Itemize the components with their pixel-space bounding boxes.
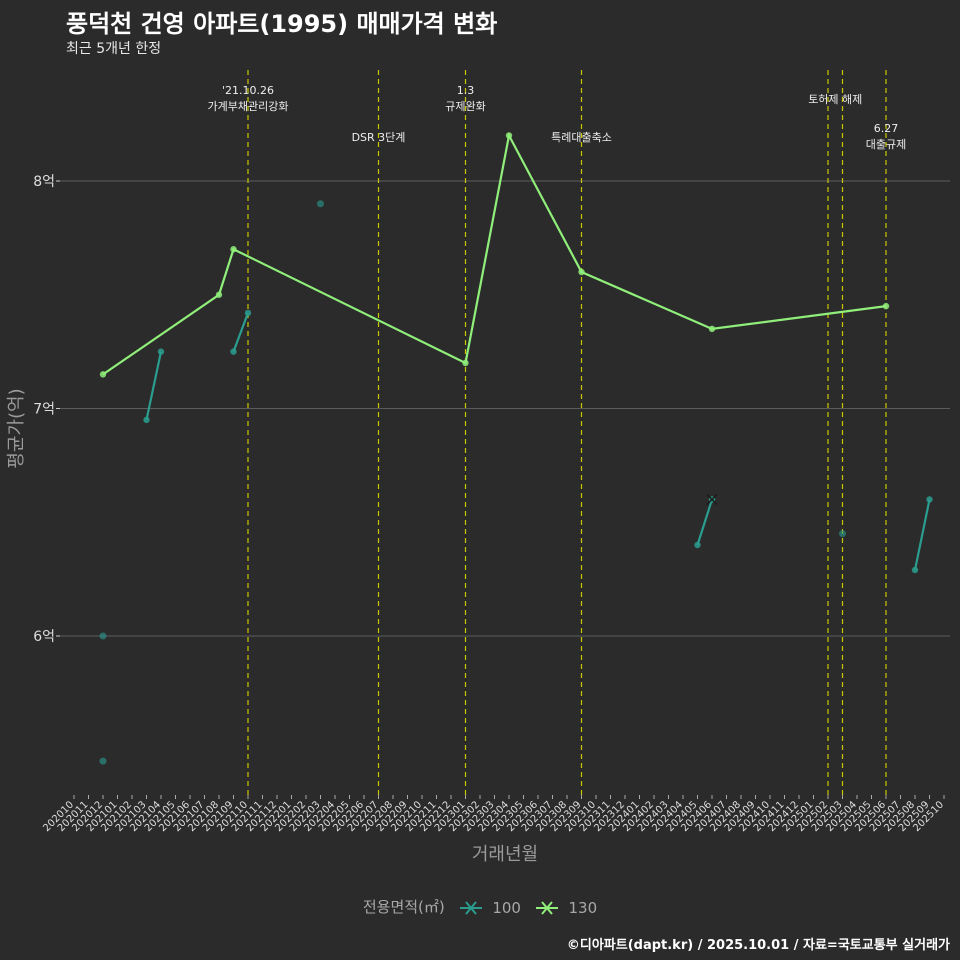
- series-100-point: [839, 530, 846, 538]
- event-label: '21.10.26: [222, 84, 274, 97]
- series-100-point: [317, 200, 324, 208]
- series-100-point: [99, 632, 107, 640]
- event-label: 대출규제: [866, 138, 906, 151]
- y-tick-label: 7억: [33, 402, 55, 418]
- series-100-line: [145, 351, 163, 421]
- legend-title: 전용면적(㎡): [362, 898, 445, 916]
- legend-key-100: [459, 901, 482, 915]
- series-100-point: [244, 309, 252, 317]
- legend-label-100: 100: [492, 898, 521, 917]
- y-axis-title: 평균가(억): [6, 388, 27, 468]
- event-label: 특례대출축소: [551, 131, 612, 144]
- caption: ©디아파트(dapt.kr) / 2025.10.01 / 자료=국토교통부 실…: [566, 938, 950, 953]
- y-tick-label: 8억: [33, 174, 55, 190]
- series-130-point: [462, 359, 469, 367]
- series-130-point: [882, 302, 890, 310]
- series-100-point: [99, 757, 107, 765]
- series-100-point: [157, 348, 165, 355]
- event-label: 1.3: [457, 84, 475, 97]
- event-label: 6.27: [874, 122, 899, 135]
- series-100-point: [694, 541, 701, 549]
- series-130-point: [578, 268, 585, 276]
- event-label: 토허제 해제: [808, 92, 862, 106]
- legend-item-100: 100: [458, 898, 521, 917]
- series-130-point: [99, 371, 107, 378]
- series-100-line: [913, 499, 931, 571]
- series-100-point: [911, 566, 919, 574]
- chart-title: 풍덕천 건영 아파트(1995) 매매가격 변화: [66, 10, 498, 38]
- x-axis-title: 거래년월: [472, 844, 538, 865]
- series-100-line: [696, 499, 714, 546]
- y-tick-label: 6억: [33, 629, 55, 645]
- legend: 전용면적(㎡) 100 130: [0, 896, 960, 917]
- series-130-point: [505, 132, 513, 139]
- series-130-point: [708, 325, 716, 333]
- event-label: 규제완화: [445, 100, 485, 113]
- series-100-point: [230, 348, 237, 355]
- series-100-point: [926, 496, 933, 503]
- legend-item-130: 130: [534, 898, 597, 917]
- event-label: 가계부채관리강화: [208, 100, 289, 113]
- highlight-marker: [706, 493, 718, 506]
- chart-subtitle: 최근 5개년 한정: [66, 41, 162, 57]
- series-130-point: [230, 246, 237, 253]
- series-130-point: [215, 291, 223, 298]
- event-label: DSR 3단계: [352, 131, 406, 144]
- series-100-line: [232, 312, 250, 353]
- series-130-line: [102, 132, 887, 376]
- legend-key-130: [535, 901, 558, 915]
- legend-label-130: 130: [568, 898, 598, 917]
- series-100-point: [143, 416, 150, 424]
